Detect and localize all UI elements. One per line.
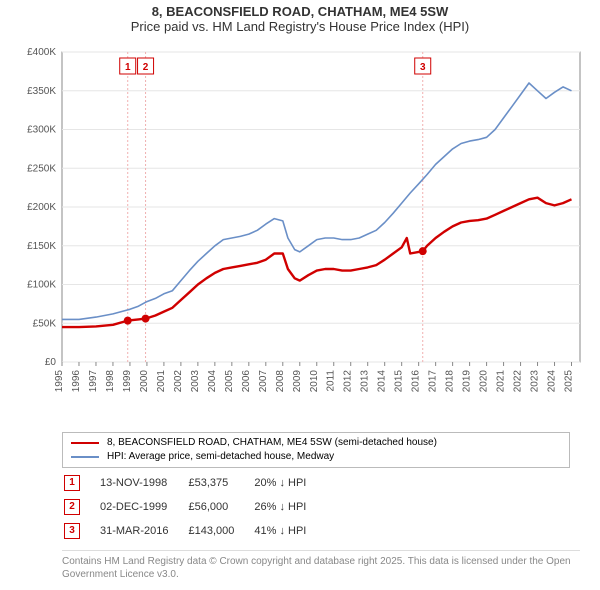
title-address: 8, BEACONSFIELD ROAD, CHATHAM, ME4 5SW — [0, 4, 600, 19]
svg-text:2022: 2022 — [513, 370, 524, 393]
legend-swatch — [71, 442, 99, 444]
price-chart: £0 £50K £100K £150K £200K £250K £300K £350K £400… — [10, 44, 590, 424]
events-table: 1 13-NOV-1998£53,37520% ↓ HPI 2 02-DEC-1999… — [62, 470, 326, 544]
legend-swatch — [71, 456, 99, 458]
svg-text:£150K: £150K — [27, 241, 56, 252]
svg-text:2012: 2012 — [343, 370, 354, 393]
svg-text:2003: 2003 — [190, 370, 201, 393]
svg-text:2019: 2019 — [462, 370, 473, 393]
svg-text:2025: 2025 — [564, 370, 575, 393]
event-marker: 3 — [64, 523, 80, 539]
svg-text:£100K: £100K — [27, 280, 56, 291]
event-date: 31-MAR-2016 — [100, 520, 186, 542]
svg-text:2011: 2011 — [326, 370, 337, 392]
svg-text:3: 3 — [420, 62, 426, 73]
svg-text:£0: £0 — [45, 357, 57, 368]
svg-text:2007: 2007 — [258, 370, 269, 393]
svg-text:2023: 2023 — [530, 370, 541, 393]
title-block: 8, BEACONSFIELD ROAD, CHATHAM, ME4 5SW P… — [0, 0, 600, 34]
svg-text:2020: 2020 — [479, 370, 490, 393]
page: 8, BEACONSFIELD ROAD, CHATHAM, ME4 5SW P… — [0, 0, 600, 590]
event-date: 02-DEC-1999 — [100, 496, 186, 518]
event-price: £53,375 — [188, 472, 252, 494]
svg-text:2009: 2009 — [292, 370, 303, 393]
svg-text:1: 1 — [125, 62, 131, 73]
svg-text:£400K: £400K — [27, 47, 56, 58]
event-price: £143,000 — [188, 520, 252, 542]
svg-text:2002: 2002 — [173, 370, 184, 393]
svg-text:2004: 2004 — [207, 370, 218, 393]
event-delta: 26% ↓ HPI — [254, 496, 324, 518]
svg-text:1995: 1995 — [54, 370, 65, 393]
svg-text:2006: 2006 — [241, 370, 252, 393]
svg-text:2024: 2024 — [547, 370, 558, 393]
svg-text:2000: 2000 — [139, 370, 150, 393]
event-marker: 2 — [64, 499, 80, 515]
svg-text:2: 2 — [143, 62, 149, 73]
event-price: £56,000 — [188, 496, 252, 518]
legend-row: HPI: Average price, semi-detached house,… — [71, 450, 561, 464]
svg-text:2010: 2010 — [309, 370, 320, 393]
svg-text:1998: 1998 — [105, 370, 116, 393]
svg-text:2005: 2005 — [224, 370, 235, 393]
svg-text:£50K: £50K — [33, 318, 57, 329]
legend-label: HPI: Average price, semi-detached house,… — [107, 450, 334, 464]
legend-row: 8, BEACONSFIELD ROAD, CHATHAM, ME4 5SW (… — [71, 436, 561, 450]
svg-text:2001: 2001 — [156, 370, 167, 393]
event-date: 13-NOV-1998 — [100, 472, 186, 494]
chart-svg: £0 £50K £100K £150K £200K £250K £300K £350K £400… — [10, 44, 590, 424]
event-row: 1 13-NOV-1998£53,37520% ↓ HPI — [64, 472, 324, 494]
event-delta: 41% ↓ HPI — [254, 520, 324, 542]
svg-text:£300K: £300K — [27, 125, 56, 136]
legend-label: 8, BEACONSFIELD ROAD, CHATHAM, ME4 5SW (… — [107, 436, 437, 450]
svg-text:£200K: £200K — [27, 202, 56, 213]
event-marker: 1 — [64, 475, 80, 491]
svg-text:1997: 1997 — [88, 370, 99, 393]
svg-text:2018: 2018 — [445, 370, 456, 393]
svg-text:£350K: £350K — [27, 86, 56, 97]
svg-text:1996: 1996 — [71, 370, 82, 393]
title-subtitle: Price paid vs. HM Land Registry's House … — [0, 19, 600, 34]
svg-text:2013: 2013 — [360, 370, 371, 393]
event-row: 2 02-DEC-1999£56,00026% ↓ HPI — [64, 496, 324, 518]
svg-text:2015: 2015 — [394, 370, 405, 393]
svg-text:2014: 2014 — [377, 370, 388, 393]
event-delta: 20% ↓ HPI — [254, 472, 324, 494]
svg-text:2021: 2021 — [496, 370, 507, 393]
legend: 8, BEACONSFIELD ROAD, CHATHAM, ME4 5SW (… — [62, 432, 570, 468]
footer-attribution: Contains HM Land Registry data © Crown c… — [62, 550, 580, 581]
svg-text:£250K: £250K — [27, 163, 56, 174]
svg-text:1999: 1999 — [122, 370, 133, 393]
svg-text:2016: 2016 — [411, 370, 422, 393]
svg-text:2008: 2008 — [275, 370, 286, 393]
svg-text:2017: 2017 — [428, 370, 439, 393]
event-row: 3 31-MAR-2016£143,00041% ↓ HPI — [64, 520, 324, 542]
